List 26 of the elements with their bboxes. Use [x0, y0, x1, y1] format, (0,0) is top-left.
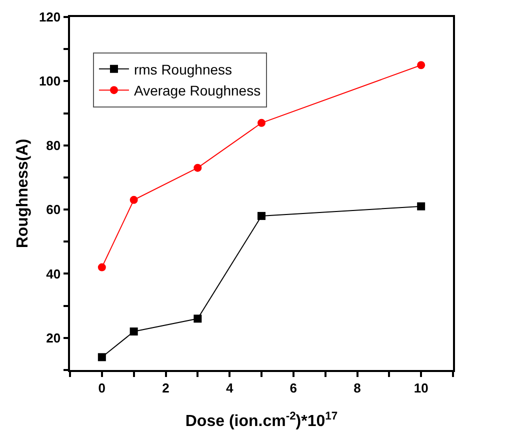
point — [417, 61, 426, 70]
point — [130, 327, 138, 336]
y-tick-label: 120 — [38, 10, 61, 25]
x-tick-label: 4 — [226, 380, 234, 396]
x-axis-title: Dose (ion.cm$^{-2}$)*10$^{17}$ — [185, 410, 338, 430]
y-tick-label: 80 — [46, 138, 61, 153]
legend-label: rms Roughness — [134, 61, 232, 78]
point — [258, 212, 266, 220]
legend-label: Average Roughness — [134, 82, 261, 99]
x-tick-label: 6 — [290, 380, 298, 396]
point — [98, 353, 106, 362]
x-tick-label: 2 — [162, 380, 170, 396]
point — [194, 314, 202, 323]
x-tick-label: 10 — [414, 380, 428, 396]
y-tick-label: 100 — [38, 74, 61, 89]
y-axis-title: Roughness(A) — [14, 138, 32, 248]
point — [194, 164, 202, 172]
point — [258, 118, 266, 127]
point — [130, 196, 138, 204]
point — [417, 202, 426, 210]
point — [98, 263, 106, 272]
y-tick-label: 40 — [46, 266, 61, 282]
y-tick-label: 20 — [46, 330, 61, 346]
x-tick-label: 8 — [354, 380, 361, 396]
x-tick-label: 0 — [98, 380, 106, 396]
y-tick-label: 60 — [46, 202, 61, 218]
